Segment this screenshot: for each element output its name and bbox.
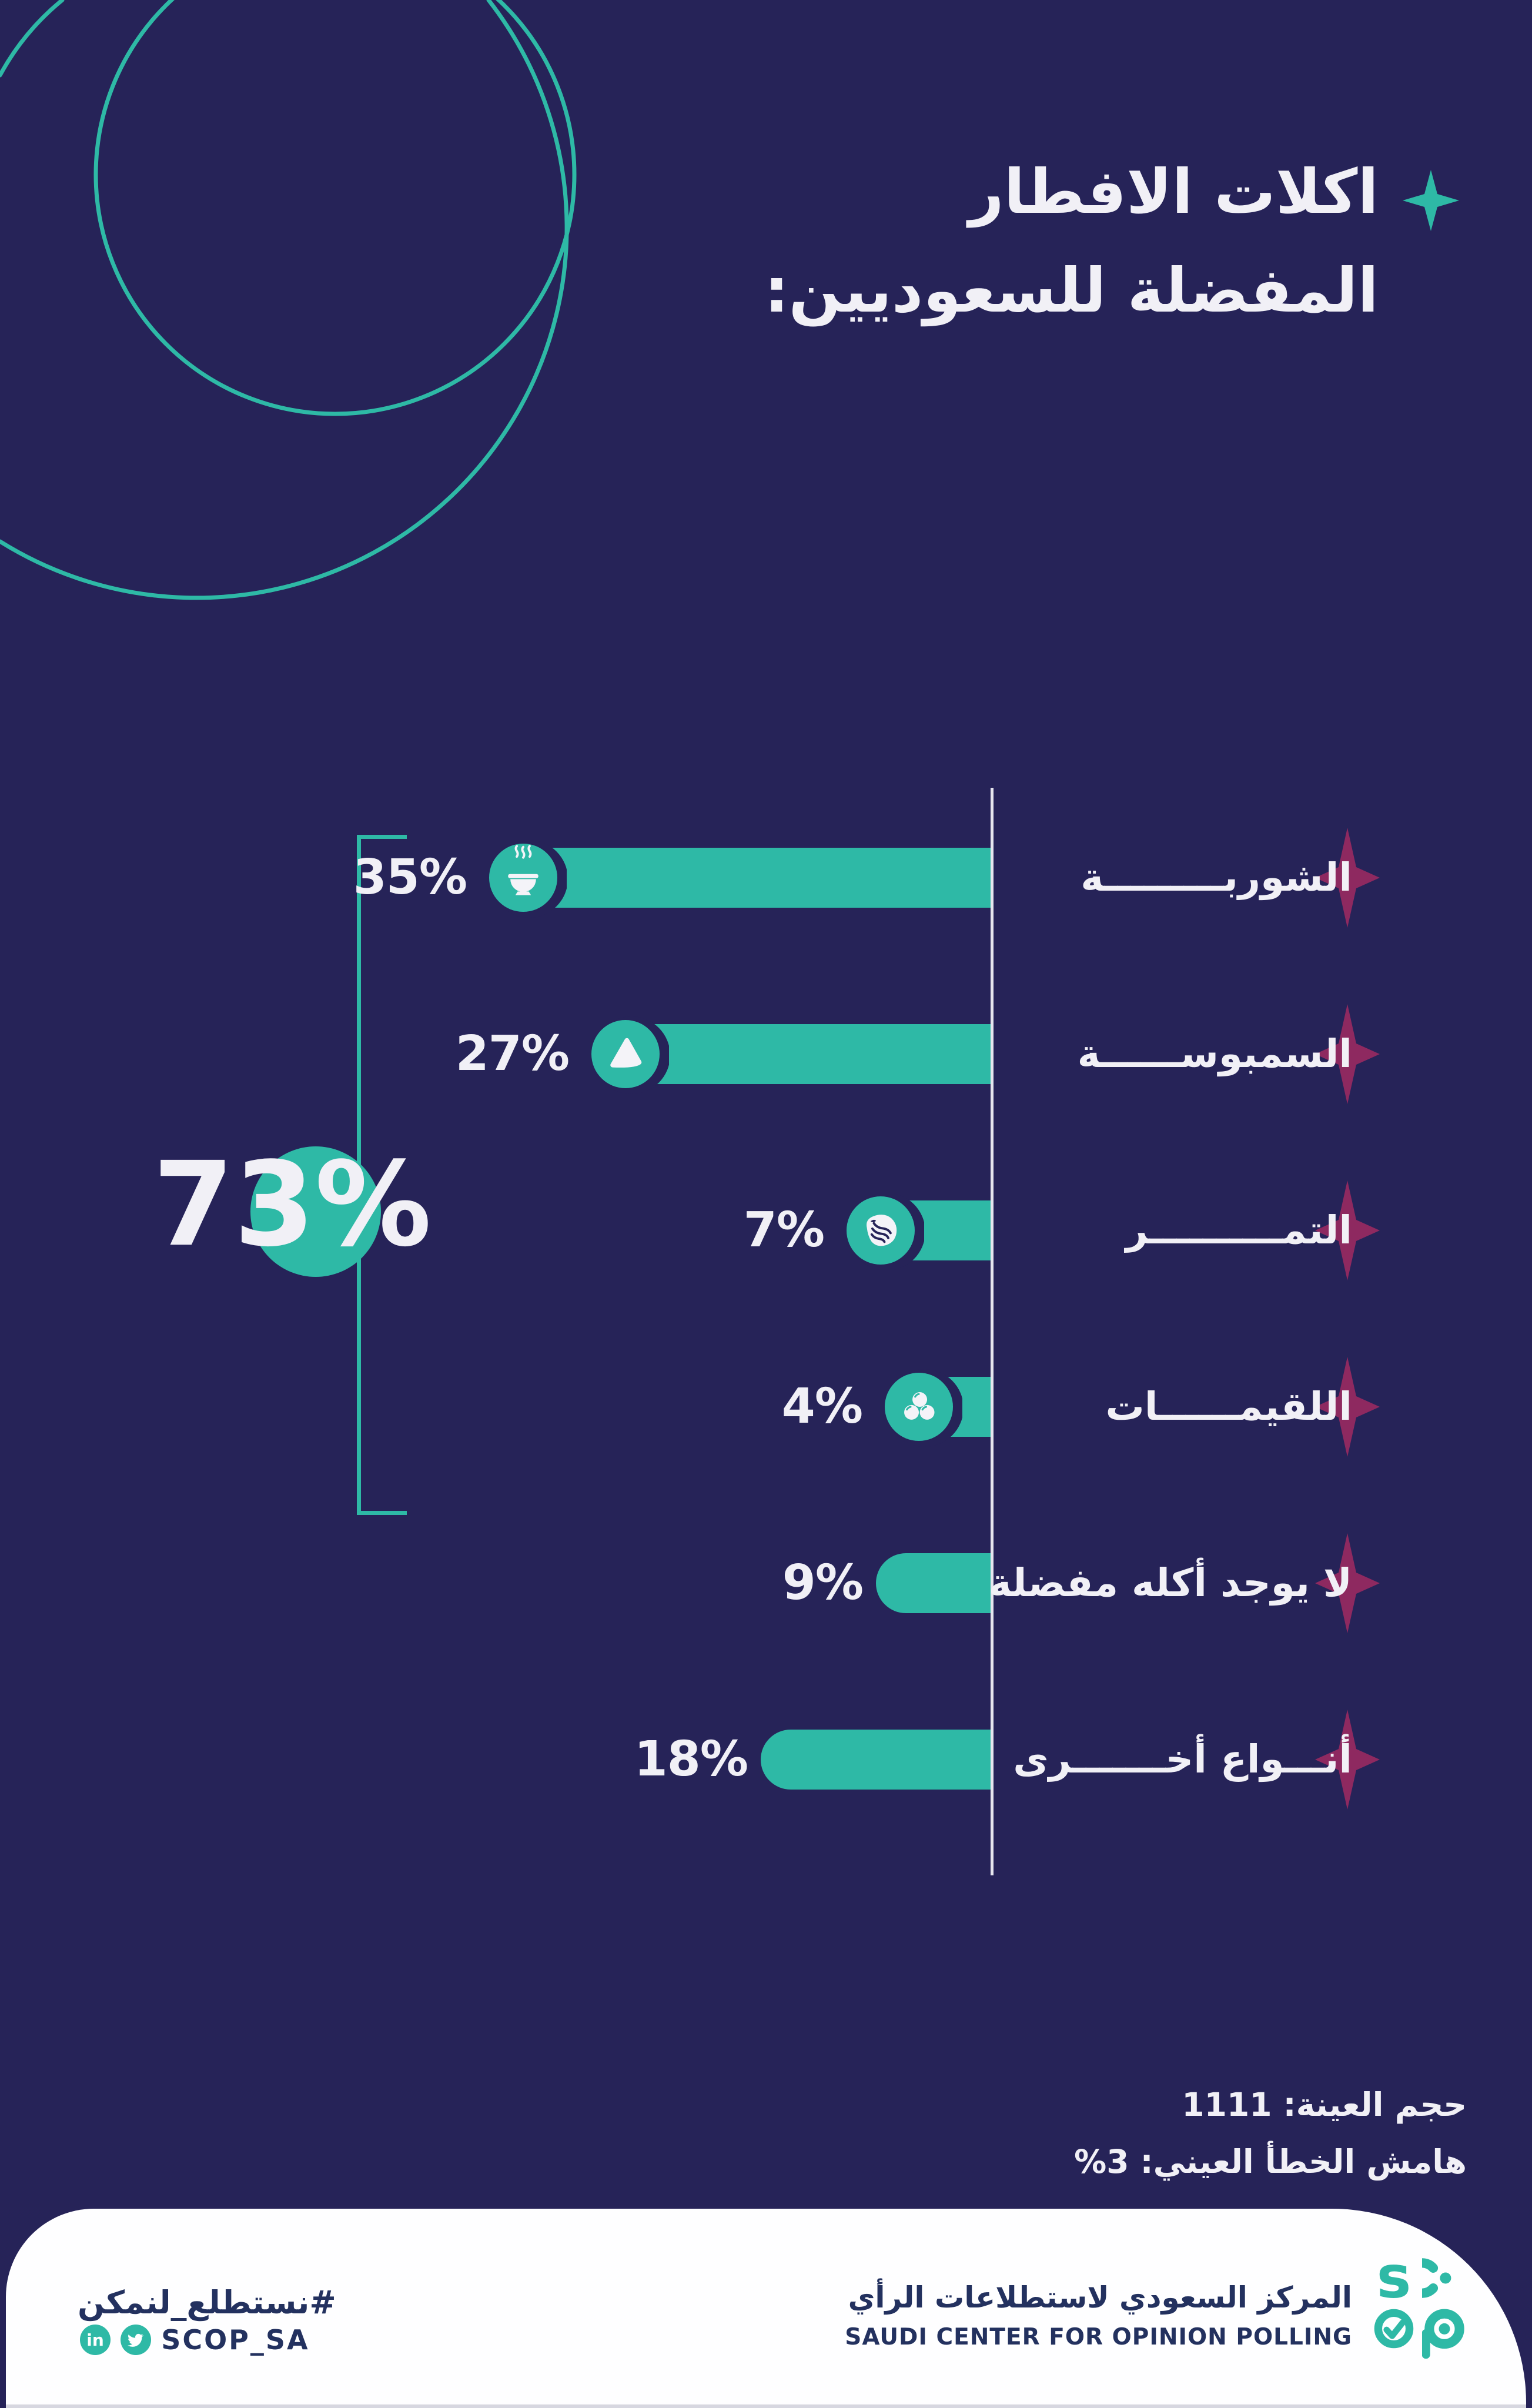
- bar: [876, 1553, 993, 1613]
- group-bracket-tick-bottom: [357, 1511, 407, 1515]
- svg-text:in: in: [86, 2330, 104, 2350]
- category-label: الشوربـــــــــة: [1081, 855, 1352, 900]
- bar-value-label: 18%: [634, 1731, 748, 1787]
- group-total-circle: [250, 1146, 381, 1277]
- axis-baseline: [991, 788, 994, 1875]
- sparkle-diamond-icon: [1315, 828, 1380, 928]
- luqaimat-icon: [875, 1363, 964, 1450]
- bar-value-label: 27%: [455, 1026, 570, 1082]
- bar: [544, 848, 993, 908]
- bar-value-label: 7%: [743, 1202, 825, 1258]
- category-label: أنـــواع أخـــــــرى: [1013, 1737, 1352, 1782]
- footer-panel: s المركز السعودي لاستطلاعات الرأي SAUDI …: [6, 2209, 1526, 2408]
- org-name-english: SAUDI CENTER FOR OPINION POLLING: [845, 2324, 1352, 2350]
- dates-icon: [837, 1187, 925, 1274]
- logo-check-glyph: [1374, 2309, 1414, 2349]
- category-label: السمبوســــــة: [1077, 1031, 1352, 1076]
- category-label: التمــــــــــر: [1125, 1208, 1352, 1253]
- logo-c-glyph: [1422, 2258, 1451, 2298]
- bar-row: 35% الشوربـــــــــة: [0, 828, 1532, 928]
- crescent-moon-icon: [0, 0, 577, 600]
- sample-size: حجم العينة: 1111: [1182, 2086, 1467, 2123]
- logo-p-glyph: [1422, 2309, 1464, 2359]
- soup-bowl-icon: [480, 834, 568, 921]
- bar: [761, 1730, 993, 1790]
- org-name-arabic: المركز السعودي لاستطلاعات الرأي: [848, 2280, 1352, 2315]
- bar-row: 27% السمبوســــــة: [0, 1004, 1532, 1104]
- social-row: in SCOP_SA: [80, 2324, 310, 2357]
- group-total-label: 73%: [153, 1136, 431, 1273]
- bar-row: 18% أنـــواع أخـــــــرى: [0, 1710, 1532, 1810]
- scop-logo: s: [1372, 2256, 1467, 2359]
- sparkle-diamond-icon: [1315, 1357, 1380, 1457]
- hashtag[interactable]: #نستطلع_لنمكن: [78, 2284, 336, 2321]
- footer-divider: [6, 2404, 1526, 2408]
- twitter-icon[interactable]: [121, 2325, 152, 2355]
- bar-value-label: 9%: [782, 1555, 864, 1611]
- footnote: حجم العينة: 1111 هامش الخطأ العيني: 3%: [1074, 2076, 1467, 2190]
- svg-text:s: s: [1377, 2256, 1411, 2300]
- bar-row: 9% لا يوجد أكله مفضلة: [0, 1533, 1532, 1633]
- sparkle-diamond-icon: [1315, 1533, 1380, 1633]
- category-label: اللقيمــــــات: [1105, 1384, 1353, 1429]
- group-bracket-tick-top: [357, 835, 407, 839]
- page-title-line2: المفضلة للسعوديين:: [764, 255, 1379, 326]
- bar-value-label: 35%: [353, 850, 467, 905]
- sparkle-diamond-icon: [1315, 1180, 1380, 1280]
- bar-row: 4% اللقيمــــــات: [0, 1357, 1532, 1457]
- margin-of-error: هامش الخطأ العيني: 3%: [1074, 2143, 1467, 2180]
- sparkle-diamond-icon: [1315, 1710, 1380, 1810]
- title-sparkle-icon: [1403, 170, 1459, 231]
- bar-row: 7% التمــــــــــر: [0, 1180, 1532, 1280]
- org-name-block: المركز السعودي لاستطلاعات الرأي SAUDI CE…: [845, 2279, 1352, 2350]
- linkedin-icon[interactable]: in: [80, 2325, 111, 2355]
- social-handle[interactable]: SCOP_SA: [161, 2324, 310, 2356]
- page-title: اكلات الافطار المفضلة للسعوديين:: [764, 142, 1379, 340]
- bar-value-label: 4%: [781, 1379, 863, 1434]
- samosa-icon: [582, 1011, 670, 1098]
- page-title-line1: اكلات الافطار: [968, 156, 1379, 228]
- sparkle-diamond-icon: [1315, 1004, 1380, 1104]
- bar: [646, 1024, 993, 1084]
- category-label: لا يوجد أكله مفضلة: [988, 1560, 1352, 1606]
- logo-s-glyph: s: [1377, 2256, 1411, 2300]
